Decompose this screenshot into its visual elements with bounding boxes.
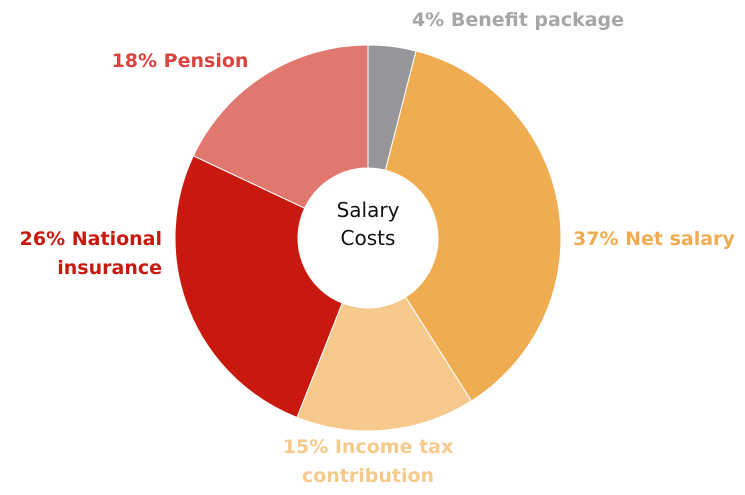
- value-label: 18%: [111, 50, 158, 72]
- category-label: Benefit package: [450, 9, 625, 31]
- donut-slice: [384, 50, 562, 402]
- slice-label: 18% Pension: [80, 47, 280, 76]
- center-label: Salary Costs: [336, 198, 400, 250]
- donut-slice: [192, 44, 369, 209]
- slice-label: 26% National insurance: [2, 225, 162, 283]
- category-label: Pension: [163, 50, 249, 72]
- category-label: Income tax contribution: [301, 436, 454, 487]
- slice-label: 4% Benefit package: [398, 6, 638, 35]
- value-label: 15%: [282, 436, 329, 458]
- donut-slice: [174, 155, 343, 419]
- slice-label: 37% Net salary: [573, 225, 745, 254]
- value-label: 37%: [573, 228, 619, 250]
- category-label: Net salary: [625, 228, 735, 250]
- slice-label: 15% Income tax contribution: [268, 433, 468, 491]
- value-label: 26%: [19, 228, 66, 250]
- donut-slice: [296, 296, 473, 432]
- category-label: National insurance: [57, 228, 162, 279]
- value-label: 4%: [411, 9, 445, 31]
